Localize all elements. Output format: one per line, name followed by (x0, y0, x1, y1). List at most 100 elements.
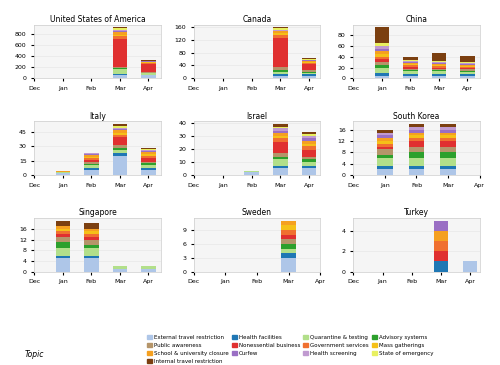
Title: Israel: Israel (246, 112, 268, 121)
Bar (404, 60, 417, 61)
Bar (302, 146, 316, 150)
Bar (113, 156, 127, 175)
Bar (273, 166, 287, 168)
Bar (302, 72, 316, 73)
Bar (302, 157, 316, 159)
Bar (302, 138, 316, 141)
Bar (377, 132, 393, 135)
Bar (273, 133, 287, 136)
Bar (113, 76, 127, 78)
Bar (374, 27, 389, 43)
Bar (432, 74, 446, 76)
Bar (440, 132, 456, 135)
Bar (302, 143, 316, 146)
Bar (273, 28, 287, 30)
Bar (460, 71, 474, 72)
Bar (440, 135, 456, 138)
Bar (113, 74, 127, 76)
Bar (56, 247, 70, 256)
Bar (302, 62, 316, 63)
Bar (84, 255, 98, 258)
Bar (302, 150, 316, 157)
Bar (113, 269, 127, 272)
Bar (404, 67, 417, 69)
Bar (113, 126, 127, 128)
Bar (377, 147, 393, 150)
Bar (113, 135, 127, 138)
Bar (374, 54, 389, 57)
Bar (460, 62, 474, 63)
Bar (440, 138, 456, 141)
Bar (273, 136, 287, 138)
Bar (84, 223, 98, 229)
Bar (377, 155, 393, 158)
Bar (377, 144, 393, 147)
Bar (408, 166, 424, 169)
Bar (273, 31, 287, 33)
Bar (142, 62, 156, 63)
Bar (408, 152, 424, 158)
Bar (273, 27, 287, 28)
Bar (84, 153, 98, 154)
Bar (404, 64, 417, 65)
Bar (113, 150, 127, 153)
Text: Topic: Topic (25, 350, 44, 360)
Bar (84, 247, 98, 256)
Bar (113, 266, 127, 269)
Bar (434, 231, 448, 241)
Bar (302, 162, 316, 166)
Bar (56, 231, 70, 234)
Bar (404, 70, 417, 71)
Bar (56, 173, 70, 175)
Bar (302, 65, 316, 70)
Bar (142, 151, 156, 152)
Bar (460, 56, 474, 62)
Bar (113, 32, 127, 35)
Bar (432, 64, 446, 65)
Bar (56, 221, 70, 226)
Bar (302, 60, 316, 61)
Bar (460, 69, 474, 71)
Bar (84, 168, 98, 170)
Bar (273, 157, 287, 159)
Title: China: China (406, 15, 427, 24)
Bar (142, 168, 156, 170)
Bar (460, 72, 474, 74)
Bar (434, 261, 448, 272)
Bar (142, 170, 156, 175)
Bar (84, 155, 98, 157)
Bar (460, 66, 474, 67)
Bar (302, 73, 316, 74)
Bar (432, 76, 446, 78)
Title: United States of America: United States of America (50, 15, 146, 24)
Bar (56, 237, 70, 242)
Bar (113, 39, 127, 67)
Bar (142, 149, 156, 150)
Bar (113, 153, 127, 156)
Bar (56, 258, 70, 272)
Legend: External travel restriction, Public awareness, School & university closure, Inte: External travel restriction, Public awar… (144, 333, 436, 365)
Bar (432, 70, 446, 71)
Bar (273, 142, 287, 153)
Bar (84, 229, 98, 231)
Bar (404, 62, 417, 63)
Bar (113, 36, 127, 39)
Bar (302, 61, 316, 62)
Bar (142, 164, 156, 165)
Bar (302, 159, 316, 162)
Bar (142, 64, 156, 72)
Bar (273, 127, 287, 128)
Bar (142, 72, 156, 73)
Bar (280, 221, 296, 225)
Bar (434, 251, 448, 261)
Bar (273, 131, 287, 133)
Bar (273, 159, 287, 166)
Bar (113, 148, 127, 150)
Bar (440, 152, 456, 158)
Bar (432, 63, 446, 64)
Bar (440, 124, 456, 127)
Bar (84, 237, 98, 239)
Bar (302, 74, 316, 76)
Bar (408, 158, 424, 166)
Bar (460, 74, 474, 76)
